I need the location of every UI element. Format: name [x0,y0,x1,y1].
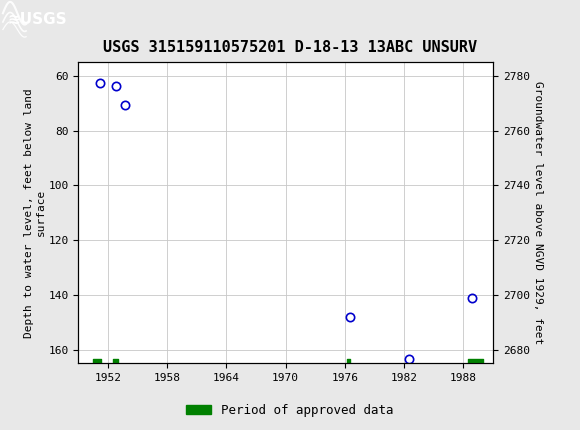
Y-axis label: Depth to water level, feet below land
surface: Depth to water level, feet below land su… [24,88,46,338]
Text: ≋USGS: ≋USGS [7,12,67,26]
Y-axis label: Groundwater level above NGVD 1929, feet: Groundwater level above NGVD 1929, feet [532,81,542,344]
Legend: Period of approved data: Period of approved data [181,399,399,421]
Text: USGS 315159110575201 D-18-13 13ABC UNSURV: USGS 315159110575201 D-18-13 13ABC UNSUR… [103,40,477,55]
